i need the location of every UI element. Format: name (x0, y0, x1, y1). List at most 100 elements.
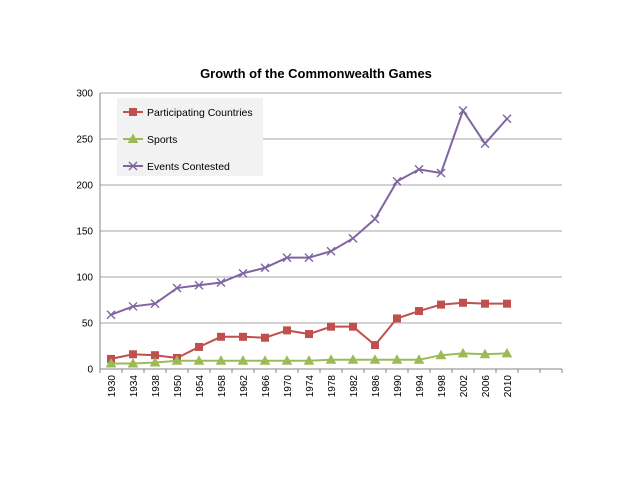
series-group (105, 105, 513, 368)
data-point (216, 278, 226, 288)
legend-label: Sports (147, 134, 177, 146)
legend-label: Participating Countries (147, 107, 253, 119)
data-point (348, 233, 358, 243)
data-point (392, 176, 402, 186)
data-point (150, 299, 160, 309)
data-point (435, 349, 447, 360)
data-point (195, 342, 203, 351)
series-participating-countries (107, 298, 511, 363)
data-point (393, 314, 401, 323)
legend-item: Participating Countries (123, 107, 253, 119)
legend-item: Sports (123, 133, 177, 146)
data-point (261, 333, 269, 342)
x-tick-label: 1930 (107, 375, 118, 398)
data-point (303, 355, 315, 365)
data-point (217, 332, 225, 341)
x-tick-label: 1966 (261, 375, 272, 398)
data-point (391, 354, 403, 364)
x-tick-label: 1958 (217, 375, 228, 398)
data-point (415, 307, 423, 316)
data-point (503, 299, 511, 308)
y-tick-label: 50 (82, 319, 94, 330)
legend-item: Events Contested (123, 161, 230, 173)
data-point (172, 283, 182, 293)
x-tick-label: 1954 (195, 375, 206, 398)
x-tick-label: 1998 (437, 375, 448, 398)
data-point (481, 299, 489, 308)
x-tick-label: 1934 (129, 375, 140, 398)
x-tick-label: 1990 (393, 375, 404, 398)
data-point (327, 322, 335, 331)
data-point (149, 357, 161, 367)
data-point (349, 322, 357, 331)
data-point (105, 357, 117, 368)
data-point (325, 354, 337, 364)
data-point (283, 326, 291, 335)
data-point (128, 301, 138, 311)
data-point (129, 350, 137, 359)
data-point (480, 139, 490, 149)
data-point (413, 354, 425, 364)
x-tick-label: 1938 (151, 375, 162, 398)
x-tick-label: 2002 (459, 375, 470, 398)
data-point (127, 357, 139, 368)
data-point (326, 246, 336, 256)
y-axis-ticks: 0 50 100 150 200 250 300 (76, 89, 93, 376)
data-point (238, 268, 248, 278)
data-point (436, 168, 446, 178)
data-point (239, 332, 247, 341)
data-point (437, 300, 445, 309)
x-tick-label: 1994 (415, 375, 426, 398)
data-point (171, 355, 183, 365)
data-point (370, 214, 380, 224)
data-point (281, 355, 293, 365)
legend: Participating Countries Sports Events Cont… (117, 98, 263, 176)
data-point (237, 355, 249, 365)
x-tick-label: 1962 (239, 375, 250, 398)
data-point (457, 347, 469, 358)
data-point (371, 341, 379, 350)
x-tick-label: 2006 (481, 375, 492, 398)
y-tick-label: 0 (87, 365, 93, 376)
data-point (129, 108, 137, 116)
x-tick-label: 2010 (503, 375, 514, 398)
x-axis-ticks: 1930 1934 1938 1950 1954 1958 1962 1966 1970 1974… (107, 375, 514, 398)
x-tick-label: 1974 (305, 375, 316, 398)
series-events-contested (106, 105, 512, 320)
x-tick-label: 1950 (173, 375, 184, 398)
data-point (282, 253, 292, 263)
y-tick-label: 300 (76, 89, 93, 100)
x-tick-label: 1986 (371, 375, 382, 398)
x-tick-label: 1982 (349, 375, 360, 398)
data-point (194, 280, 204, 290)
x-tick-label: 1978 (327, 375, 338, 398)
data-point (127, 133, 139, 143)
data-point (215, 355, 227, 365)
data-point (347, 354, 359, 364)
axes (99, 93, 563, 373)
y-tick-label: 150 (76, 227, 93, 238)
data-point (459, 298, 467, 307)
data-point (369, 354, 381, 364)
data-point (193, 355, 205, 365)
chart-title: Growth of the Commonwealth Games (200, 66, 432, 81)
y-tick-label: 100 (76, 273, 93, 284)
data-point (305, 330, 313, 339)
data-point (414, 164, 424, 174)
x-tick-label: 1970 (283, 375, 294, 398)
data-point (458, 105, 468, 115)
series-sports (105, 347, 513, 368)
data-point (502, 114, 512, 124)
data-point (304, 253, 314, 263)
data-point (479, 348, 491, 359)
data-point (260, 263, 270, 273)
data-point (106, 310, 116, 320)
data-point (128, 161, 138, 171)
legend-label: Events Contested (147, 161, 230, 173)
y-tick-label: 200 (76, 181, 93, 192)
y-tick-label: 250 (76, 135, 93, 146)
data-point (259, 355, 271, 365)
data-point (501, 347, 513, 358)
